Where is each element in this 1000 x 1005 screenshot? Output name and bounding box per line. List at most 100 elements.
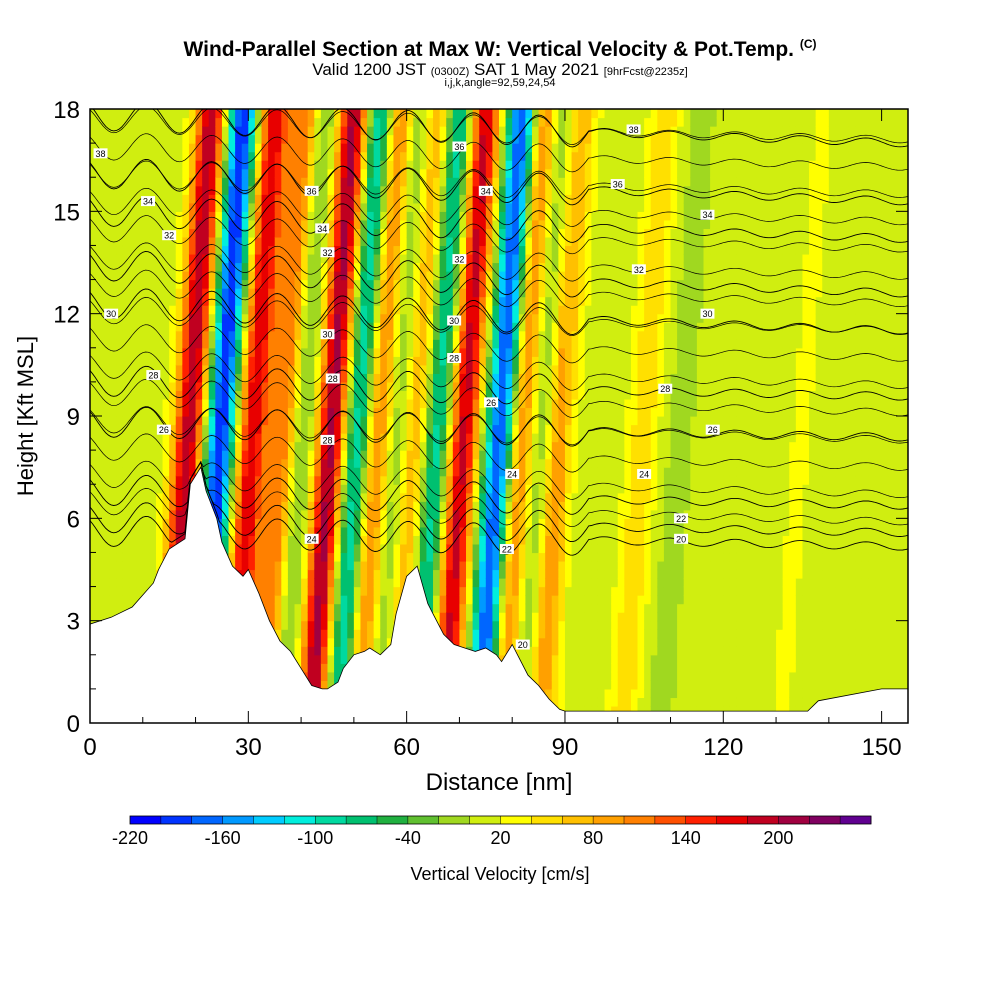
velocity-cell xyxy=(103,424,111,434)
velocity-cell xyxy=(446,143,454,153)
velocity-cell xyxy=(109,134,117,144)
velocity-cell xyxy=(261,134,269,144)
velocity-cell xyxy=(433,279,441,289)
velocity-cell xyxy=(314,330,322,340)
velocity-cell xyxy=(314,262,322,272)
velocity-cell xyxy=(400,458,408,468)
velocity-cell xyxy=(479,569,487,579)
velocity-cell xyxy=(518,467,526,477)
velocity-cell xyxy=(485,620,494,630)
velocity-cell xyxy=(155,236,164,247)
velocity-cell xyxy=(334,194,342,204)
velocity-cell xyxy=(254,262,263,272)
velocity-cell xyxy=(518,501,526,511)
velocity-cell xyxy=(340,211,348,221)
velocity-cell xyxy=(241,390,249,400)
velocity-cell xyxy=(320,151,329,161)
velocity-cell xyxy=(485,126,494,136)
velocity-cell xyxy=(499,296,507,306)
velocity-cell xyxy=(116,364,124,374)
velocity-cell xyxy=(314,339,322,349)
velocity-cell xyxy=(525,160,533,170)
velocity-cell xyxy=(386,560,395,571)
velocity-cell xyxy=(472,433,480,443)
velocity-cell xyxy=(122,194,131,204)
velocity-cell xyxy=(136,219,144,229)
velocity-cell xyxy=(492,424,500,434)
velocity-cell xyxy=(466,560,474,571)
velocity-cell xyxy=(367,151,375,161)
velocity-cell xyxy=(221,339,230,349)
velocity-cell xyxy=(155,552,164,562)
velocity-cell xyxy=(90,578,98,588)
velocity-cell xyxy=(426,501,434,511)
velocity-cell xyxy=(518,492,526,502)
velocity-cell xyxy=(221,185,230,195)
velocity-cell xyxy=(452,569,461,579)
velocity-cell xyxy=(334,620,342,630)
velocity-cell xyxy=(327,390,335,400)
velocity-cell xyxy=(116,603,124,613)
velocity-cell xyxy=(261,398,269,409)
velocity-cell xyxy=(215,271,223,281)
velocity-cell xyxy=(459,501,467,511)
velocity-cell xyxy=(353,509,362,519)
velocity-cell xyxy=(188,245,197,255)
velocity-cell xyxy=(466,373,474,383)
velocity-cell xyxy=(353,416,362,426)
velocity-cell xyxy=(538,288,546,298)
velocity-cell xyxy=(136,117,144,127)
velocity-cell xyxy=(241,126,249,136)
velocity-cell xyxy=(400,484,408,494)
velocity-cell xyxy=(452,262,461,272)
velocity-cell xyxy=(472,620,480,630)
velocity-cell xyxy=(466,612,474,622)
velocity-cell xyxy=(472,202,480,212)
velocity-cell xyxy=(195,253,203,264)
velocity-cell xyxy=(334,569,342,579)
velocity-cell xyxy=(169,117,177,127)
velocity-cell xyxy=(175,475,183,485)
velocity-cell xyxy=(400,211,408,221)
velocity-cell xyxy=(505,629,513,639)
velocity-cell xyxy=(479,535,487,545)
velocity-cell xyxy=(221,117,230,127)
velocity-cell xyxy=(188,253,197,264)
velocity-cell xyxy=(353,347,362,357)
velocity-cell xyxy=(103,586,111,596)
velocity-cell xyxy=(235,262,243,272)
velocity-cell xyxy=(314,288,322,298)
velocity-cell xyxy=(307,151,315,161)
velocity-cell xyxy=(373,450,381,460)
velocity-cell xyxy=(525,398,533,409)
velocity-cell xyxy=(505,407,513,417)
velocity-cell xyxy=(149,356,157,366)
velocity-cell xyxy=(466,305,474,315)
velocity-cell xyxy=(169,416,177,426)
velocity-cell xyxy=(433,126,441,136)
velocity-cell xyxy=(340,433,348,443)
velocity-cell xyxy=(274,509,282,519)
velocity-cell xyxy=(248,305,256,315)
velocity-cell xyxy=(505,134,513,144)
velocity-cell xyxy=(149,450,157,460)
velocity-cell xyxy=(294,458,302,468)
velocity-cell xyxy=(413,177,421,187)
velocity-cell xyxy=(499,578,507,588)
velocity-cell xyxy=(492,313,500,323)
velocity-cell xyxy=(446,543,454,554)
velocity-cell xyxy=(294,518,302,528)
velocity-cell xyxy=(116,134,124,144)
velocity-cell xyxy=(287,245,296,255)
velocity-cell xyxy=(413,185,421,195)
velocity-cell xyxy=(182,228,190,238)
velocity-cell xyxy=(538,416,546,426)
velocity-cell xyxy=(499,416,507,426)
velocity-cell xyxy=(116,484,124,494)
velocity-cell xyxy=(499,526,507,536)
velocity-cell xyxy=(452,322,461,332)
velocity-cell xyxy=(320,373,329,383)
velocity-cell xyxy=(307,126,315,136)
velocity-cell xyxy=(334,356,342,366)
velocity-cell xyxy=(406,202,414,212)
